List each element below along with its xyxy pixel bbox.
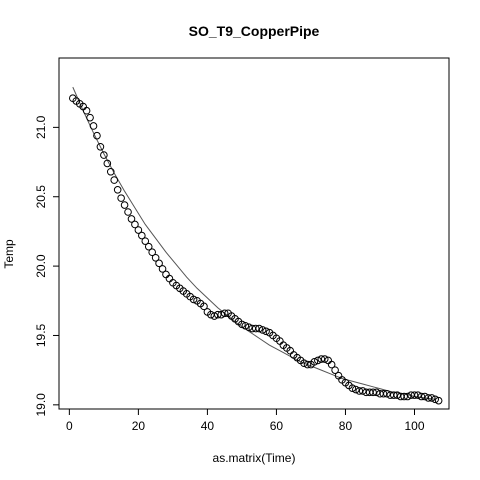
data-point [127, 215, 136, 223]
data-point [403, 392, 412, 401]
data-point [434, 396, 443, 405]
data-point [417, 392, 426, 401]
x-tick-label: 100 [404, 419, 424, 433]
x-tick-label: 40 [201, 419, 215, 433]
data-point [155, 259, 163, 268]
data-point [93, 131, 101, 140]
data-point [369, 388, 377, 397]
x-tick-label: 80 [339, 419, 353, 433]
data-point [410, 391, 419, 399]
data-point [141, 237, 150, 245]
data-point [427, 394, 436, 402]
data-point [258, 326, 267, 334]
data-point [200, 302, 208, 311]
x-tick-label: 20 [132, 419, 146, 433]
data-point [310, 358, 319, 366]
data-point [241, 321, 250, 330]
data-point [431, 395, 439, 404]
data-point [120, 201, 129, 209]
x-tick-label: 0 [66, 419, 73, 433]
data-point [138, 231, 146, 240]
y-axis-label: Temp [2, 239, 16, 269]
data-point [348, 384, 357, 392]
y-tick-label: 19.5 [34, 323, 48, 347]
x-axis: 0 20 40 60 80 100 [66, 408, 425, 433]
data-point [251, 324, 260, 333]
data-point [210, 312, 219, 320]
data-point [352, 385, 360, 394]
data-point [100, 151, 108, 159]
data-point [358, 387, 367, 395]
data-point [379, 389, 388, 398]
data-point [106, 167, 115, 176]
fitted-curve [72, 86, 436, 400]
chart-title: SO_T9_CopperPipe [189, 23, 320, 39]
x-axis-label: as.matrix(Time) [213, 451, 296, 465]
y-tick-label: 20.5 [34, 185, 48, 209]
data-point [262, 327, 270, 336]
data-point [89, 122, 98, 130]
data-point [245, 323, 253, 331]
data-point [148, 248, 156, 257]
data-point [383, 389, 391, 398]
data-point [82, 106, 91, 115]
data-point [124, 208, 132, 216]
data-point [131, 220, 139, 229]
data-point [303, 360, 312, 369]
data-point [320, 355, 329, 363]
data-point [331, 366, 339, 374]
data-point [213, 310, 222, 319]
data-point [372, 388, 381, 397]
data-point [217, 310, 226, 319]
x-tick-label: 60 [270, 419, 284, 433]
data-point [255, 324, 263, 333]
data-point [113, 186, 122, 194]
y-tick-label: 19.0 [34, 393, 48, 417]
data-point [314, 356, 322, 365]
data-point [134, 226, 143, 234]
y-tick-label: 20.0 [34, 254, 48, 278]
data-point [327, 360, 336, 369]
data-point [355, 387, 364, 395]
data-point [86, 113, 94, 122]
data-point [300, 359, 308, 368]
data-points [69, 94, 443, 405]
y-tick-label: 21.0 [34, 115, 48, 139]
data-point [158, 265, 167, 273]
data-point [317, 355, 326, 363]
data-point [238, 320, 246, 329]
data-point [110, 176, 119, 184]
data-point [421, 392, 429, 401]
data-point [151, 253, 160, 262]
data-point [103, 159, 112, 168]
data-point [117, 194, 125, 202]
data-point [189, 295, 198, 304]
data-point [393, 391, 402, 399]
data-point [144, 242, 153, 251]
data-point [220, 309, 229, 318]
data-point [389, 391, 398, 399]
data-point [414, 391, 422, 399]
data-point [96, 142, 105, 151]
data-point [424, 394, 433, 402]
y-axis: 19.0 19.5 20.0 20.5 21.0 [34, 115, 60, 417]
data-point [400, 392, 408, 401]
